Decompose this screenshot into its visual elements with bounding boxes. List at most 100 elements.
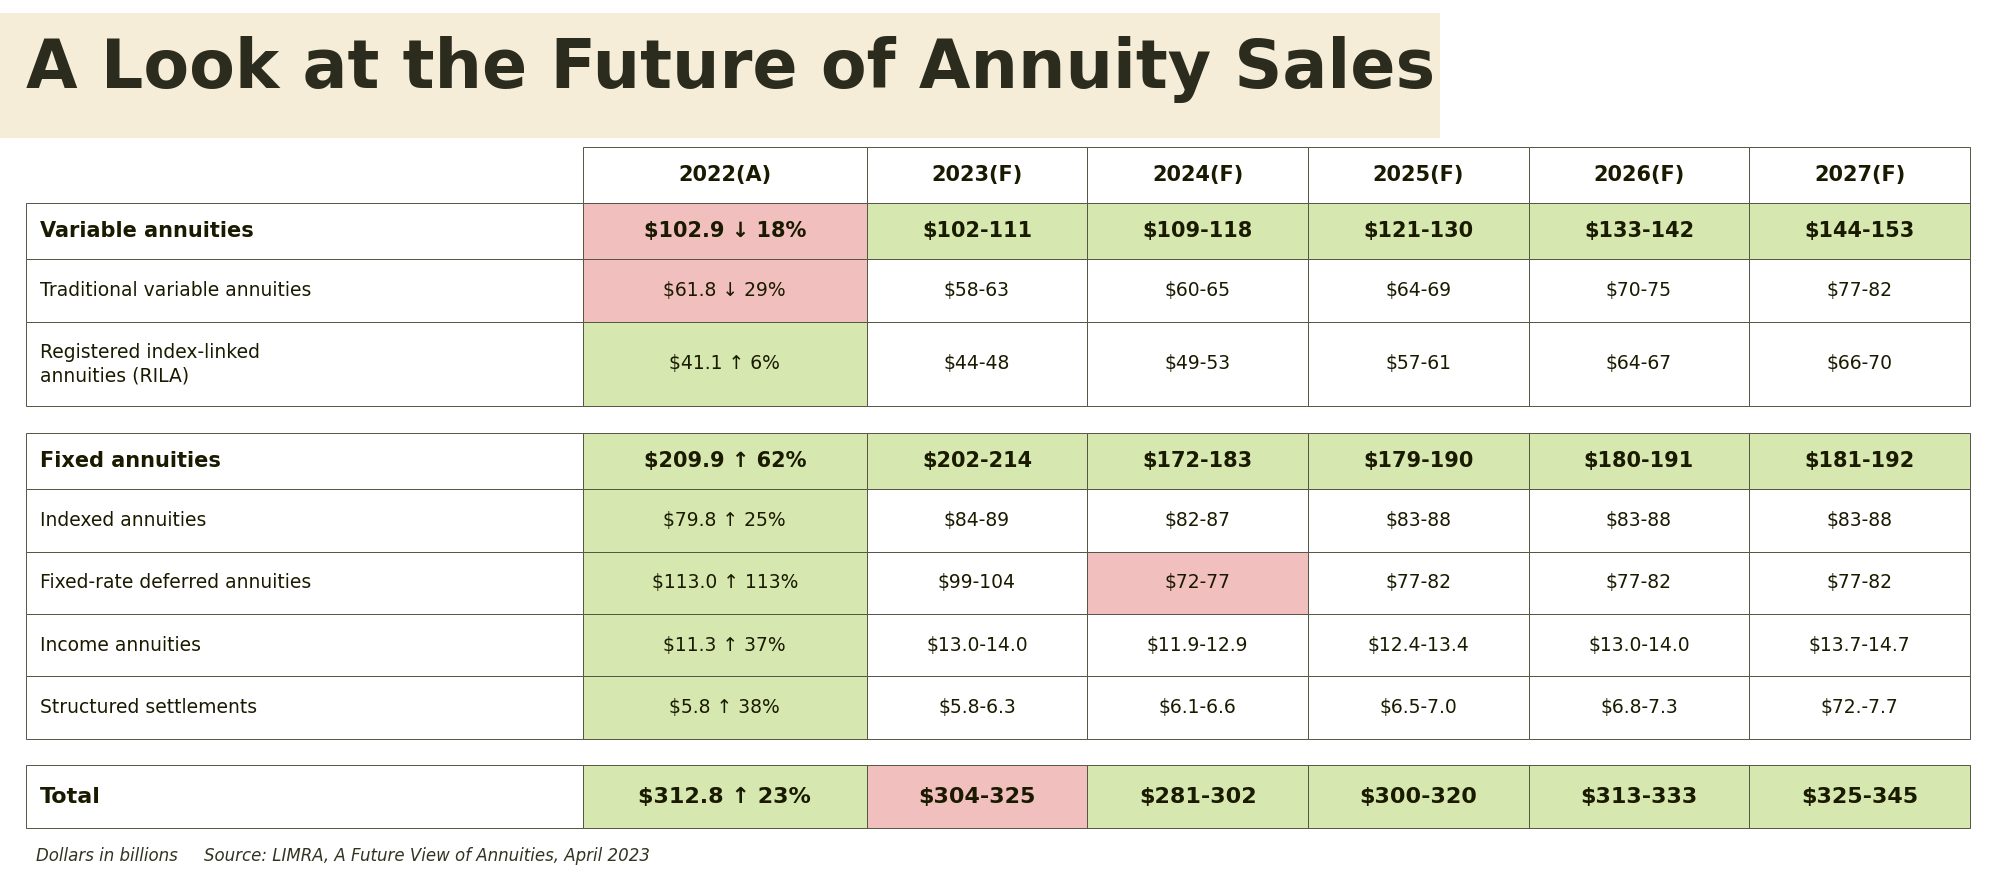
Text: Fixed-rate deferred annuities: Fixed-rate deferred annuities [40, 573, 312, 593]
Text: Traditional variable annuities: Traditional variable annuities [40, 281, 312, 300]
Text: $300-320: $300-320 [1360, 787, 1478, 806]
Text: $102.9 ↓ 18%: $102.9 ↓ 18% [644, 221, 806, 241]
Bar [1750, 203, 1970, 259]
Bar [866, 147, 1088, 203]
Bar [582, 433, 866, 489]
Text: $179-190: $179-190 [1364, 451, 1474, 471]
Bar [1308, 614, 1528, 676]
Bar [1088, 552, 1308, 614]
Bar [1528, 676, 1750, 739]
Text: Total: Total [40, 787, 100, 806]
Text: 2022(A): 2022(A) [678, 165, 772, 185]
Bar [1528, 552, 1750, 614]
Text: $133-142: $133-142 [1584, 221, 1694, 241]
Bar [866, 489, 1088, 552]
Bar [0, 13, 1440, 138]
Bar [866, 322, 1088, 406]
Bar [1088, 259, 1308, 322]
Text: 2024(F): 2024(F) [1152, 165, 1244, 185]
Text: $99-104: $99-104 [938, 573, 1016, 593]
Bar [1308, 489, 1528, 552]
Text: 2025(F): 2025(F) [1372, 165, 1464, 185]
Bar [26, 489, 582, 552]
Bar [1528, 614, 1750, 676]
Bar [582, 676, 866, 739]
Text: $6.1-6.6: $6.1-6.6 [1158, 698, 1236, 717]
Bar [1088, 614, 1308, 676]
Text: $41.1 ↑ 6%: $41.1 ↑ 6% [670, 355, 780, 373]
Text: $5.8 ↑ 38%: $5.8 ↑ 38% [670, 698, 780, 717]
Text: $102-111: $102-111 [922, 221, 1032, 241]
Bar [582, 147, 866, 203]
Text: $313-333: $313-333 [1580, 787, 1698, 806]
Text: $144-153: $144-153 [1804, 221, 1914, 241]
Bar [1750, 322, 1970, 406]
Bar [1308, 259, 1528, 322]
Text: Variable annuities: Variable annuities [40, 221, 254, 241]
Bar [1308, 765, 1528, 828]
Text: $77-82: $77-82 [1826, 573, 1892, 593]
Bar [1528, 433, 1750, 489]
Bar [1308, 433, 1528, 489]
Text: $83-88: $83-88 [1606, 511, 1672, 530]
Bar [1750, 765, 1970, 828]
Bar [582, 614, 866, 676]
Bar [1528, 259, 1750, 322]
Text: $121-130: $121-130 [1364, 221, 1474, 241]
Text: Income annuities: Income annuities [40, 635, 200, 655]
Text: $304-325: $304-325 [918, 787, 1036, 806]
Text: $5.8-6.3: $5.8-6.3 [938, 698, 1016, 717]
Text: $11.9-12.9: $11.9-12.9 [1146, 635, 1248, 655]
Bar [1528, 147, 1750, 203]
Text: $58-63: $58-63 [944, 281, 1010, 300]
Text: Indexed annuities: Indexed annuities [40, 511, 206, 530]
Text: $209.9 ↑ 62%: $209.9 ↑ 62% [644, 451, 806, 471]
Bar [1088, 676, 1308, 739]
Bar [582, 552, 866, 614]
Text: $312.8 ↑ 23%: $312.8 ↑ 23% [638, 787, 812, 806]
Text: $13.0-14.0: $13.0-14.0 [1588, 635, 1690, 655]
Text: $109-118: $109-118 [1142, 221, 1252, 241]
Text: Structured settlements: Structured settlements [40, 698, 258, 717]
Text: Dollars in billions     Source: LIMRA, A Future View of Annuities, April 2023: Dollars in billions Source: LIMRA, A Fut… [36, 847, 650, 865]
Text: $49-53: $49-53 [1164, 355, 1230, 373]
Bar [1750, 614, 1970, 676]
Bar [866, 614, 1088, 676]
Bar [26, 259, 582, 322]
Text: $325-345: $325-345 [1802, 787, 1918, 806]
Bar [866, 203, 1088, 259]
Text: $6.5-7.0: $6.5-7.0 [1380, 698, 1458, 717]
Bar [582, 489, 866, 552]
Bar [582, 259, 866, 322]
Text: $13.7-14.7: $13.7-14.7 [1808, 635, 1910, 655]
Bar [1308, 203, 1528, 259]
Text: $82-87: $82-87 [1164, 511, 1230, 530]
Text: $77-82: $77-82 [1606, 573, 1672, 593]
Bar [1308, 322, 1528, 406]
Text: 2023(F): 2023(F) [932, 165, 1022, 185]
Bar [866, 259, 1088, 322]
Bar [1308, 147, 1528, 203]
Bar [866, 676, 1088, 739]
Bar [866, 552, 1088, 614]
Bar [866, 765, 1088, 828]
Text: A Look at the Future of Annuity Sales: A Look at the Future of Annuity Sales [26, 36, 1436, 102]
Text: $72.-7.7: $72.-7.7 [1820, 698, 1898, 717]
Text: $77-82: $77-82 [1826, 281, 1892, 300]
Bar [26, 614, 582, 676]
Text: $61.8 ↓ 29%: $61.8 ↓ 29% [664, 281, 786, 300]
Bar [1088, 765, 1308, 828]
Text: $181-192: $181-192 [1804, 451, 1914, 471]
Bar [1308, 676, 1528, 739]
Bar [1088, 489, 1308, 552]
Text: $83-88: $83-88 [1826, 511, 1892, 530]
Bar [1308, 552, 1528, 614]
Bar [1750, 433, 1970, 489]
Text: $172-183: $172-183 [1142, 451, 1252, 471]
Text: $66-70: $66-70 [1826, 355, 1892, 373]
Text: $57-61: $57-61 [1386, 355, 1452, 373]
Bar [26, 322, 582, 406]
Text: $281-302: $281-302 [1138, 787, 1256, 806]
Text: $202-214: $202-214 [922, 451, 1032, 471]
Bar [1750, 147, 1970, 203]
